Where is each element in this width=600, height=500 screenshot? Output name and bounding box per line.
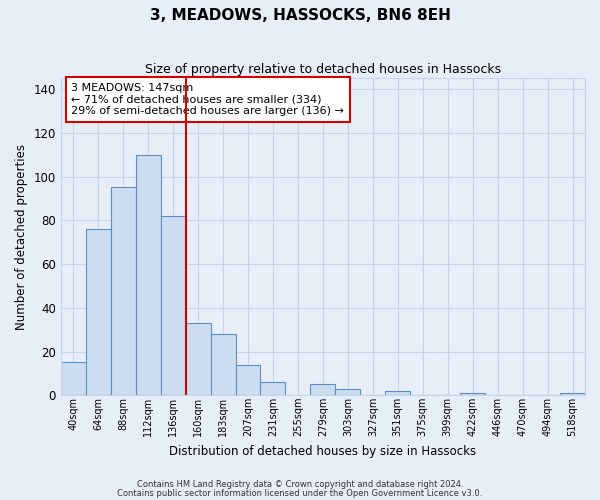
Bar bbox=[86, 229, 111, 396]
Y-axis label: Number of detached properties: Number of detached properties bbox=[15, 144, 28, 330]
Bar bbox=[61, 362, 86, 396]
Bar bbox=[460, 393, 485, 396]
Bar bbox=[111, 188, 136, 396]
Bar bbox=[211, 334, 236, 396]
Bar bbox=[385, 391, 410, 396]
Bar bbox=[136, 154, 161, 396]
Text: 3 MEADOWS: 147sqm
← 71% of detached houses are smaller (334)
29% of semi-detache: 3 MEADOWS: 147sqm ← 71% of detached hous… bbox=[71, 83, 344, 116]
Bar bbox=[260, 382, 286, 396]
Text: Contains public sector information licensed under the Open Government Licence v3: Contains public sector information licen… bbox=[118, 489, 482, 498]
Bar bbox=[335, 388, 361, 396]
Bar bbox=[236, 364, 260, 396]
Title: Size of property relative to detached houses in Hassocks: Size of property relative to detached ho… bbox=[145, 62, 501, 76]
Bar bbox=[310, 384, 335, 396]
Text: Contains HM Land Registry data © Crown copyright and database right 2024.: Contains HM Land Registry data © Crown c… bbox=[137, 480, 463, 489]
Bar bbox=[185, 323, 211, 396]
Bar bbox=[560, 393, 585, 396]
X-axis label: Distribution of detached houses by size in Hassocks: Distribution of detached houses by size … bbox=[169, 444, 476, 458]
Text: 3, MEADOWS, HASSOCKS, BN6 8EH: 3, MEADOWS, HASSOCKS, BN6 8EH bbox=[149, 8, 451, 22]
Bar bbox=[161, 216, 185, 396]
